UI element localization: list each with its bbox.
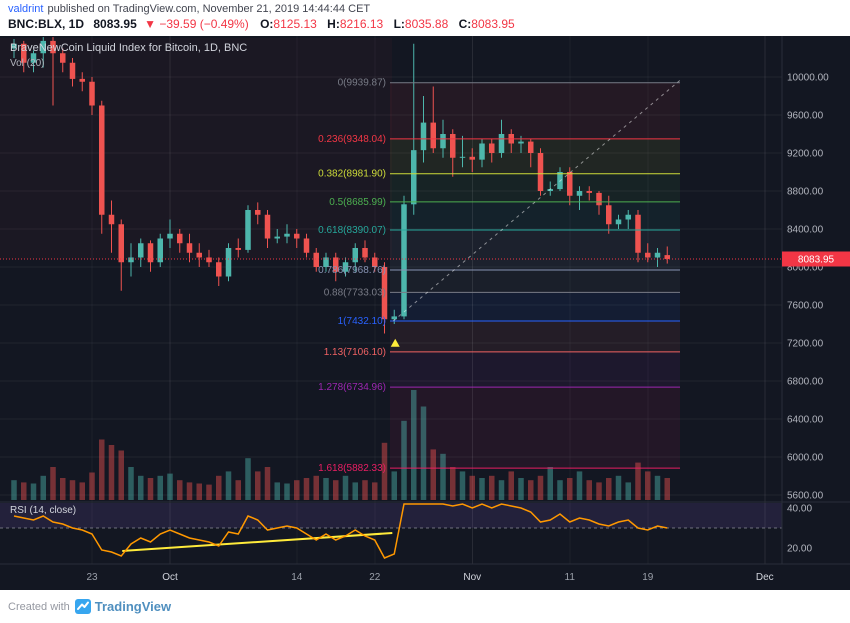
svg-text:1.278(6734.96): 1.278(6734.96)	[318, 382, 386, 393]
svg-text:0(9939.87): 0(9939.87)	[338, 78, 386, 89]
chart-area[interactable]: 0(9939.87) 0.236(9348.04) 0.382(8981.90) 0.…	[0, 36, 850, 590]
svg-text:1(7432.10): 1(7432.10)	[338, 316, 386, 327]
time-axis-label: 23	[86, 572, 98, 583]
price-axis-label: 10000.00	[787, 73, 829, 84]
last-price-badge	[782, 251, 850, 267]
time-axis-label: 22	[369, 572, 381, 583]
price-axis-label: 7200.00	[787, 339, 824, 350]
grid-layer	[0, 36, 782, 564]
time-axis-label: Dec	[756, 572, 774, 583]
symbol-title: BNC:BLX, 1D	[8, 17, 85, 31]
rsi-layer	[0, 503, 782, 559]
price-axis-label: 7600.00	[787, 301, 824, 312]
price-axis-label: 8000.00	[787, 263, 824, 274]
open-value: O:8125.13	[260, 17, 317, 31]
rsi-axis-label: 20.00	[787, 544, 812, 555]
main-chart-canvas[interactable]: 0(9939.87) 0.236(9348.04) 0.382(8981.90) 0.…	[0, 36, 850, 590]
price-axis-label: 8800.00	[787, 187, 824, 198]
publish-header: valdrint published on TradingView.com, No…	[0, 0, 850, 36]
high-value: H:8216.13	[327, 17, 384, 31]
symbol-info-line: BNC:BLX, 1D 8083.95 ▼ −39.59 (−0.49%) O:…	[0, 15, 850, 31]
background-layer	[0, 38, 680, 469]
price-axis-label: 6800.00	[787, 377, 824, 388]
svg-text:0.88(7733.03): 0.88(7733.03)	[324, 287, 386, 298]
rsi-axis-label: 40.00	[787, 504, 812, 515]
price-axis-label: 6400.00	[787, 415, 824, 426]
time-axis-label: 11	[565, 572, 576, 583]
time-axis-label: Oct	[162, 572, 178, 583]
price-change: ▼ −39.59 (−0.49%)	[144, 17, 249, 31]
created-with-text: Created with	[8, 600, 70, 613]
change-text: −39.59 (−0.49%)	[159, 17, 249, 31]
price-axis-label: 6000.00	[787, 453, 824, 464]
volume-layer	[11, 390, 670, 500]
time-axis-label: 14	[291, 572, 303, 583]
svg-text:0.5(8685.99): 0.5(8685.99)	[329, 197, 386, 208]
low-value: L:8035.88	[393, 17, 449, 31]
svg-text:1.13(7106.10): 1.13(7106.10)	[324, 347, 386, 358]
svg-text:0.382(8981.90): 0.382(8981.90)	[318, 169, 386, 180]
publish-info-line: valdrint published on TradingView.com, No…	[0, 0, 850, 15]
svg-text:0.786(7968.76): 0.786(7968.76)	[318, 265, 386, 276]
price-axis-label: 5600.00	[787, 491, 824, 502]
time-axis-label: 19	[642, 572, 654, 583]
tradingview-logo-icon[interactable]	[74, 598, 92, 615]
annotations-layer	[0, 77, 782, 347]
price-axis-label: 9200.00	[787, 149, 824, 160]
svg-text:0.236(9348.04): 0.236(9348.04)	[318, 134, 386, 145]
svg-text:8083.95: 8083.95	[798, 255, 835, 266]
time-axis-label: Nov	[463, 572, 481, 583]
tradingview-link[interactable]: TradingView	[94, 599, 172, 614]
price-axis-label: 9600.00	[787, 111, 824, 122]
close-value: C:8083.95	[458, 17, 515, 31]
svg-text:0.618(8390.07): 0.618(8390.07)	[318, 225, 386, 236]
footer: Created with TradingView	[0, 590, 850, 623]
axes-layer: 10000.00 9600.00 9200.00 8800.00 8400.00 8000…	[0, 36, 850, 583]
svg-text:1.618(5882.33): 1.618(5882.33)	[318, 463, 386, 474]
publish-info-text: published on TradingView.com, November 2…	[47, 3, 371, 15]
down-arrow-icon: ▼	[144, 17, 156, 31]
price-axis-label: 8400.00	[787, 225, 824, 236]
fib-retracement-layer: 0(9939.87) 0.236(9348.04) 0.382(8981.90) 0.…	[318, 78, 680, 474]
last-price-value: 8083.95	[93, 17, 137, 31]
author-link[interactable]: valdrint	[8, 3, 44, 15]
